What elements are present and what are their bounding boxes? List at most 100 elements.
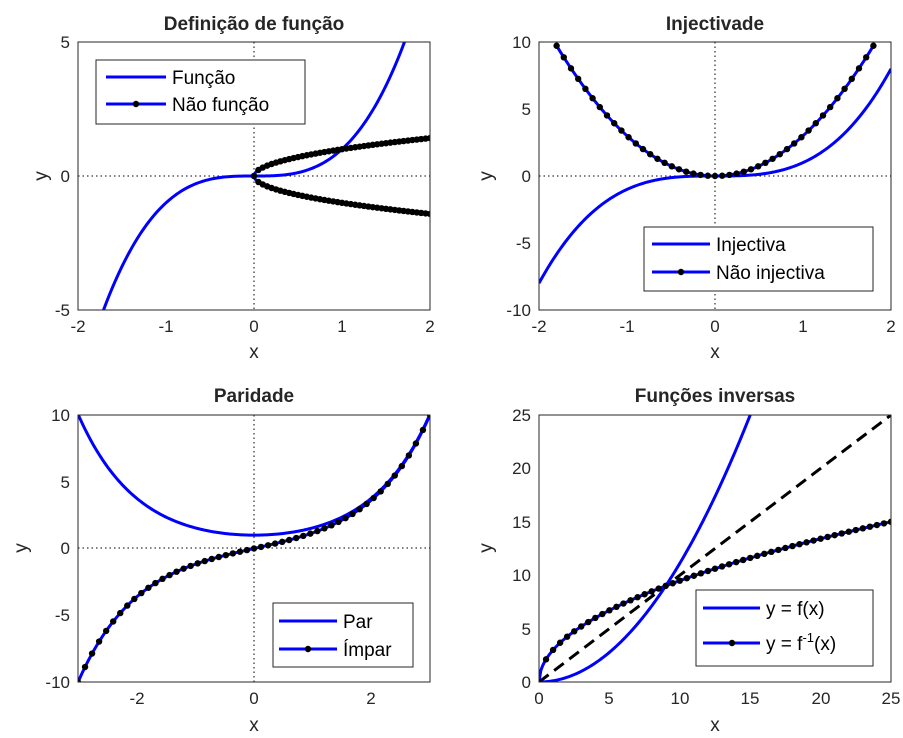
series-point [78,679,82,682]
series-point [145,584,152,591]
panel-2-xtick: 2 [886,317,895,336]
series-point [690,170,697,177]
panel-3-legend-label: Ímpar [343,640,392,661]
series-point [549,646,557,654]
series-point [655,585,662,592]
series-point [384,480,391,488]
series-point [819,112,827,119]
series-point [398,462,406,470]
series-point [718,563,726,570]
series-point [264,542,272,549]
panel-2-series [539,42,891,284]
panel-4-yticks: 25 20 15 10 5 0 [512,406,531,692]
series-point [798,134,805,141]
series-point [782,544,789,552]
series-point [620,600,627,607]
series-point [117,609,124,617]
panel-3-xtick: -2 [129,689,144,708]
series-point [222,551,230,559]
panel-2-xticks: -2 -1 0 1 2 [531,317,895,336]
identity-dashed-line [539,415,891,682]
panel-1-xtick: 2 [425,317,434,336]
series-point [841,85,848,93]
panel-2-yticks: 10 5 0 -5 -10 [506,33,531,320]
series-point [887,518,891,525]
panel-1-xtick: -1 [158,317,173,336]
series-point [870,42,877,49]
series-point [556,639,564,646]
series-point [848,75,855,83]
series-point [625,134,632,141]
panel-1-axes-box [77,41,431,311]
panel-2-title: Injectivade [666,14,764,35]
panel-1-xticks: -2 -1 0 1 2 [70,317,434,336]
series-point [690,572,698,579]
series-point [405,452,413,459]
series-point [328,522,335,529]
panel-3-ytick: 0 [61,539,70,558]
panel-4-xtick: 0 [534,689,543,708]
series-point [725,561,733,568]
series-point [611,120,618,127]
series-point [704,172,711,179]
series-point [596,103,603,111]
panel-1-xtick: 1 [337,317,346,336]
series-point [286,536,293,544]
panel-4-ytick: 10 [512,566,531,585]
series-point [762,159,769,167]
panel-1-ytick: -5 [55,301,70,320]
series-point [124,602,131,609]
panel-4-title: Funções inversas [635,386,796,407]
series-point [159,575,166,583]
series-point [194,560,201,567]
series-point [648,588,655,595]
series-point [342,514,349,522]
series-point [271,540,279,547]
series-point [852,526,859,534]
panel-4-xticks: 0 5 10 15 20 25 [534,689,900,708]
series-point [110,618,117,625]
panel-3-legend-box [272,602,414,668]
series-point [641,591,648,598]
series-point [683,168,690,175]
series-point [747,554,754,562]
series-point [208,555,215,563]
panel-3-xlabel: x [249,715,259,736]
panel-4-ytick: 0 [522,673,531,692]
series-point [539,678,543,682]
series-point [363,500,370,508]
panel-3-legend-marker [304,645,312,653]
series-point [582,85,589,93]
series-point [567,65,575,72]
series-point [675,166,683,173]
panel-1-xlabel: x [249,342,259,363]
panel-definicao: Definição de função -2 -1 0 1 2 5 0 -5 x… [31,14,435,363]
series-point [187,562,194,570]
series-point [293,534,300,542]
series-point [827,103,834,111]
panel-1-ytick: 5 [61,33,70,52]
series-point [668,163,675,170]
series-point [732,558,740,566]
panel-4-ytick: 25 [512,406,531,425]
series-point [789,542,796,550]
series-point [571,628,578,635]
panel-1-legend-label: Não função [172,95,269,116]
series-point [138,589,145,597]
series-point [321,525,328,532]
series-point [880,520,888,527]
series-point [855,65,863,72]
panel-2-ytick: -10 [506,301,531,320]
series-point [697,570,705,577]
panel-3-yticks: 10 5 0 -5 -10 [45,406,70,692]
series-point [733,170,740,177]
series-point [613,603,620,611]
panel-4-legend-label-finv: y = f-1(x) [766,630,836,655]
series-point [426,134,430,142]
series-point [102,627,110,635]
panel-4-legend-label-f: y = f(x) [766,599,825,620]
panel-1-xtick: -2 [70,317,85,336]
series-point [697,171,704,179]
series-point [863,54,870,61]
panel-4-ytick: 5 [522,620,531,639]
